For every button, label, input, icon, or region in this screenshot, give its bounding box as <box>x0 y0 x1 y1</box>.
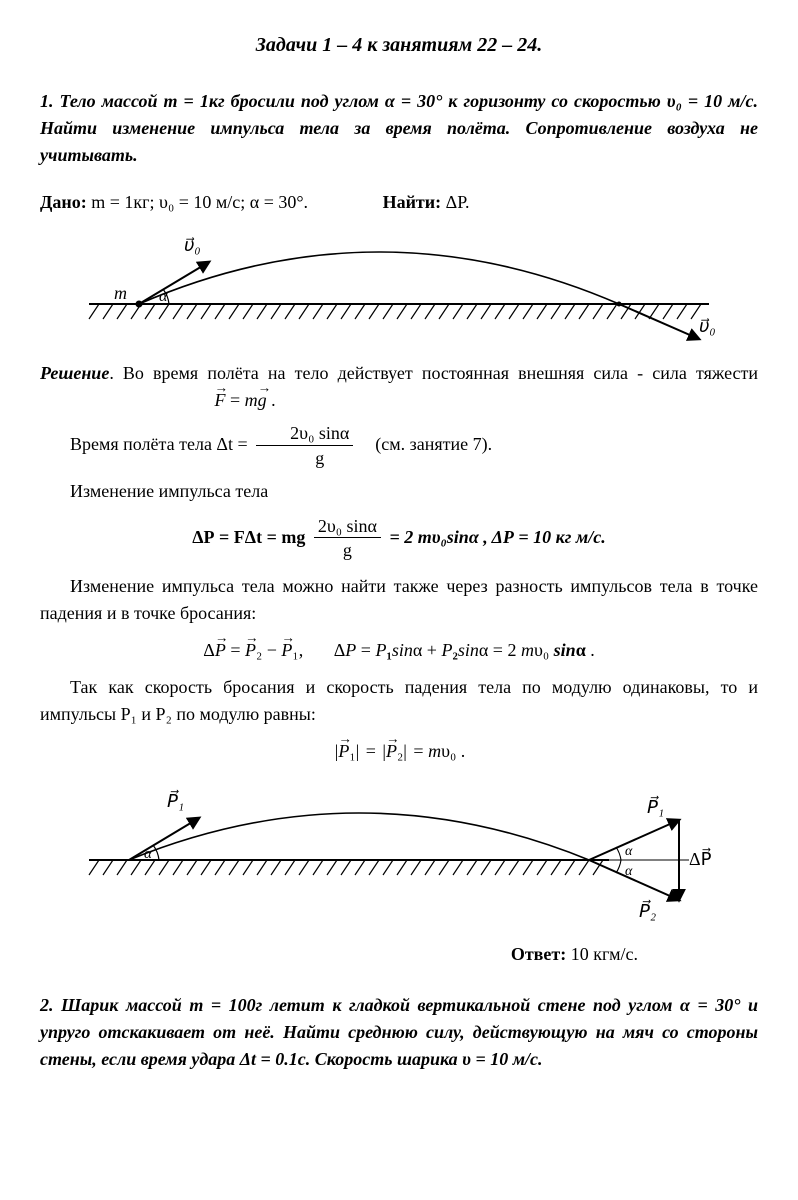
given-values: m = 1кг; υ₀ = 10 м/с; α = 30°. <box>91 192 308 212</box>
answer-label: Ответ: <box>511 944 566 964</box>
svg-text:α: α <box>144 846 153 862</box>
problem-2-statement: 2. Шарик массой т = 100г летит к гладкой… <box>40 992 758 1073</box>
svg-text:m: m <box>114 283 127 303</box>
svg-text:υ⃗₀: υ⃗₀ <box>699 316 716 336</box>
eq-modulus: P₁ = P₂ = mυ₀ . <box>40 738 758 765</box>
svg-text:P⃗₁: P⃗₁ <box>167 789 184 810</box>
page-title: Задачи 1 – 4 к занятиям 22 – 24. <box>40 30 758 60</box>
trajectory-diagram-2: α P⃗₁ α α P⃗₁ P⃗₂ ΔP⃗ <box>49 775 749 925</box>
find-block: Найти: ΔР. <box>383 189 470 216</box>
find-value: ΔР. <box>446 192 470 212</box>
eq-force: F = mg . <box>215 390 276 410</box>
svg-text:α: α <box>159 288 168 305</box>
find-label: Найти: <box>383 192 442 212</box>
solution-p3: Так как скорость бросания и скорость пад… <box>40 674 758 728</box>
given-label: Дано: <box>40 192 87 212</box>
impulse-change-label: Изменение импульса тела <box>40 478 758 505</box>
answer-line: Ответ: 10 кгм/с. <box>40 941 758 968</box>
svg-text:υ⃗₀: υ⃗₀ <box>184 235 201 255</box>
frac-time: 2υ₀ sinα g <box>256 422 353 470</box>
given-line: Дано: m = 1кг; υ₀ = 10 м/с; α = 30°. Най… <box>40 189 758 216</box>
solution-p1: Решение. Во время полёта на тело действу… <box>40 360 758 414</box>
flight-time-line: Время полёта тела Δt = 2υ₀ sinα g (см. з… <box>40 422 758 470</box>
answer-value: 10 кгм/с. <box>571 944 638 964</box>
eq-main: ΔР = FΔt = mg 2υ₀ sinα g = 2 mυ₀sinα , Δ… <box>40 515 758 563</box>
svg-text:ΔP⃗: ΔP⃗ <box>689 847 712 868</box>
solution-p2: Изменение импульса тела можно найти такж… <box>40 573 758 627</box>
svg-text:α: α <box>625 864 633 879</box>
eq-dp-vec: ΔP = P₂ − P₁, ΔР = P₁sinα + P₂sinα = 2 m… <box>40 637 758 664</box>
trajectory-diagram-1: m α υ⃗₀ υ⃗₀ <box>59 224 739 344</box>
svg-text:P⃗₂: P⃗₂ <box>639 899 656 920</box>
problem-1-statement: 1. Тело массой т = 1кг бросили под углом… <box>40 88 758 169</box>
solution-label: Решение <box>40 363 109 383</box>
svg-text:P⃗₁: P⃗₁ <box>647 795 664 816</box>
svg-text:α: α <box>625 844 633 859</box>
